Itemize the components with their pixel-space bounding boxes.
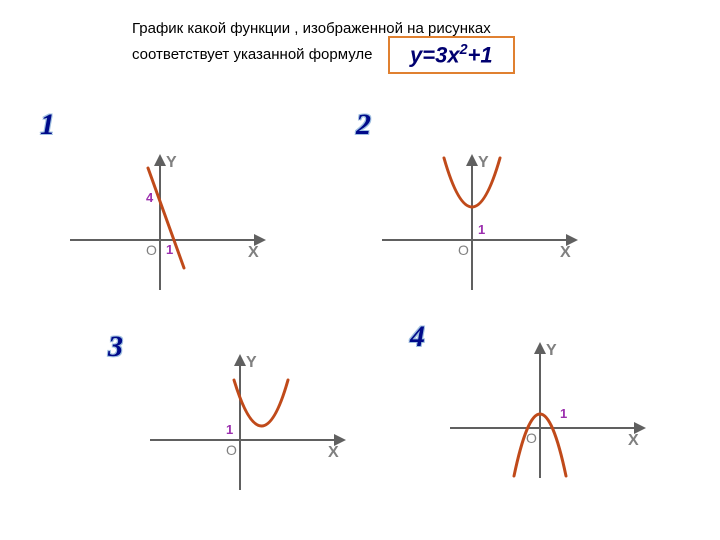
y-axis-label: Y [546,342,557,360]
graph-p3 [130,320,350,500]
y-axis-label: Y [166,154,177,172]
origin-label: O [526,430,537,446]
x-axis-label: X [248,244,259,262]
tick-label: 1 [478,222,485,237]
panel-p4: Y X O 1 [430,310,650,490]
tick-label: 1 [226,422,233,437]
origin-label: O [458,242,469,258]
x-axis-label: X [328,444,339,462]
graph-p2 [372,110,592,290]
tick-label: 1 [166,242,173,257]
y-axis-label: Y [246,354,257,372]
panel-number-p3: 3 [108,330,123,364]
panel-p3: Y X O 1 [130,320,350,500]
graph-p1 [50,110,270,290]
y-axis-label: Y [478,154,489,172]
question-line-1: График какой функции , изображенной на р… [132,20,491,37]
curve-p3 [234,380,288,426]
question-line-2: соответствует указанной формуле [132,46,372,63]
tick-label: 1 [560,406,567,421]
panel-number-p4: 4 [410,320,425,354]
panel-p2: Y X O1 [372,110,592,290]
x-axis-label: X [560,244,571,262]
origin-label: O [146,242,157,258]
panel-number-p2: 2 [356,108,371,142]
graph-p4 [430,310,650,490]
panel-p1: Y X O 4 1 [50,110,270,290]
formula-box: y=3x2+1 [388,36,515,74]
tick-label: 4 [146,190,153,205]
origin-label: O [226,442,237,458]
x-axis-label: X [628,432,639,450]
